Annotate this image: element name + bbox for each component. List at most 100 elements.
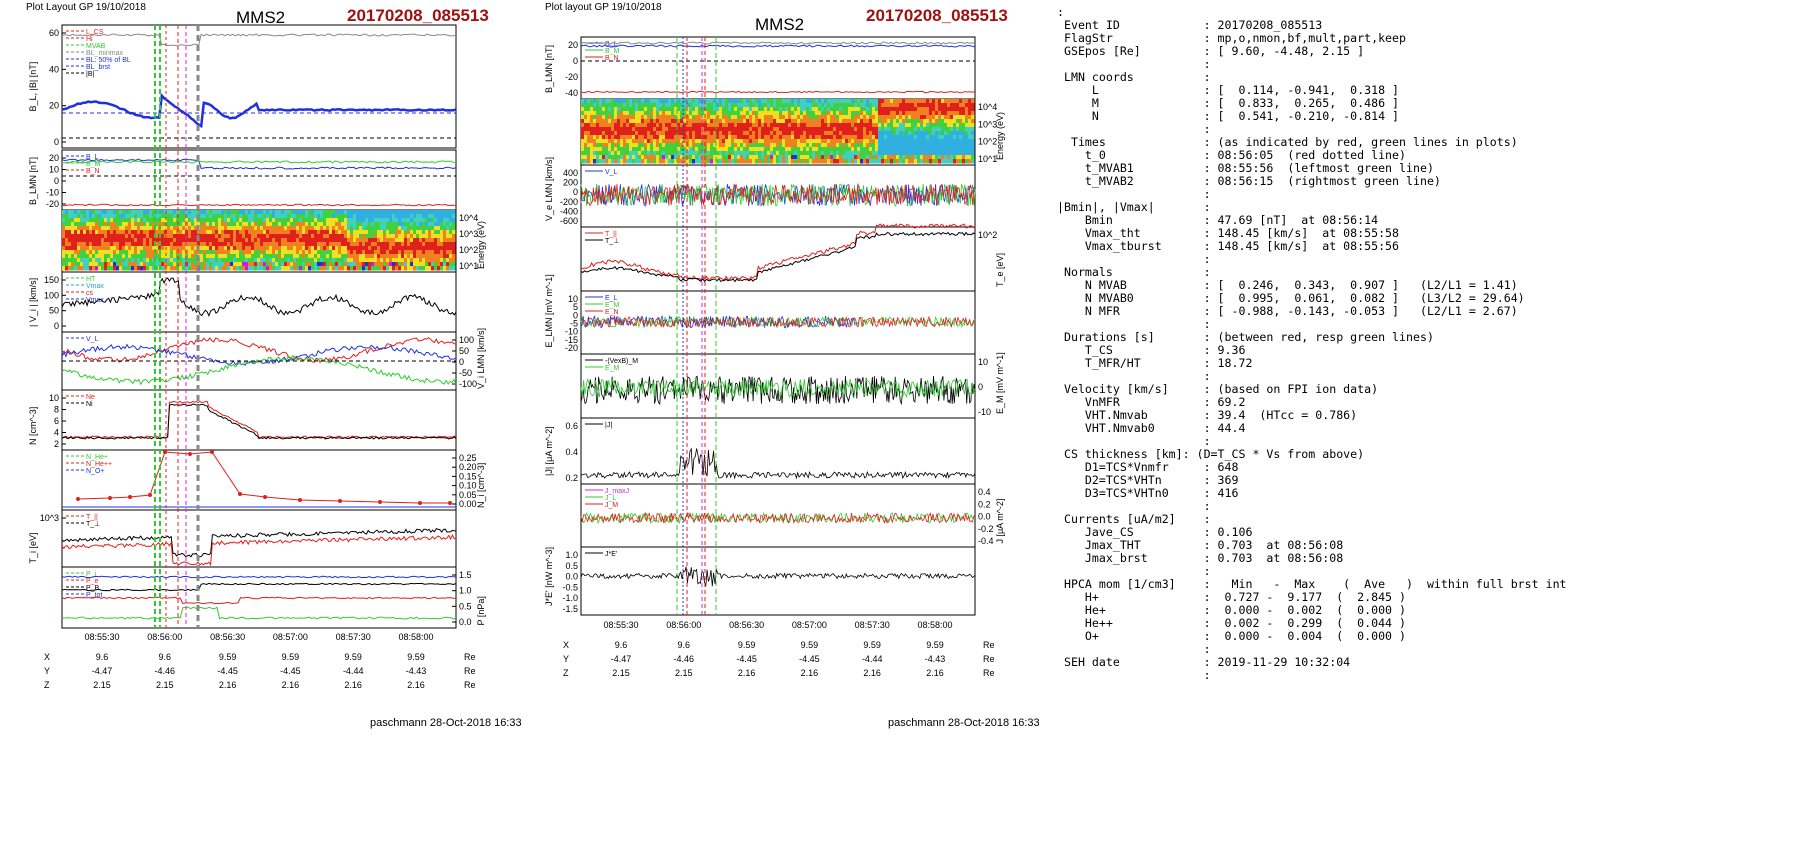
right-axis-label: T_e [eV] [995,253,1005,287]
spectrogram-cell [965,143,969,148]
spectrogram-cell [149,210,153,215]
spectrogram-cell [311,210,315,215]
spectrogram-cell [788,135,792,140]
spectrogram-cell [614,135,618,140]
spectrogram-cell [731,103,735,108]
spectrogram-cell [146,230,150,235]
spectrogram-cell [653,155,657,160]
spectrogram-cell [944,147,948,152]
spectrogram-cell [779,115,783,120]
spectrogram-cell [857,139,861,144]
spectrogram-cell [431,266,435,271]
spectrogram-cell [206,242,210,247]
spectrogram-cell [329,262,333,267]
coordinate-value: 9.6 [678,640,691,650]
spectrogram-cell [845,107,849,112]
spectrogram-cell [917,135,921,140]
spectrogram-cell [665,115,669,120]
spectrogram-cell [875,159,879,164]
spectrogram-cell [290,258,294,263]
spectrogram-cell [851,123,855,128]
spectrogram-cell [398,242,402,247]
spectrogram-cell [434,262,438,267]
spectrogram-cell [452,242,456,247]
spectrogram-cell [665,135,669,140]
spectrogram-cell [755,115,759,120]
spectrogram-cell [647,143,651,148]
spectrogram-cell [848,111,852,116]
left-tick-label: 0.6 [565,421,578,431]
spectrogram-cell [344,246,348,251]
spectrogram-cell [893,107,897,112]
spectrogram-cell [815,107,819,112]
spectrogram-cell [917,147,921,152]
spectrogram-cell [587,147,591,152]
spectrogram-cell [935,155,939,160]
spectrogram-cell [767,147,771,152]
spectrogram-cell [635,123,639,128]
spectrogram-cell [737,135,741,140]
spectrogram-cell [584,135,588,140]
spectrogram-cell [620,119,624,124]
spectrogram-cell [419,250,423,255]
spectrogram-cell [830,103,834,108]
spectrogram-cell [239,226,243,231]
spectrogram-cell [278,250,282,255]
spectrogram-cell [311,258,315,263]
spectrogram-cell [950,155,954,160]
spectrogram-cell [287,250,291,255]
spectrogram-cell [350,214,354,219]
spectrogram-cell [923,103,927,108]
spectrogram-cell [182,266,186,271]
spectrogram-cell [428,250,432,255]
spectrogram-cell [80,230,84,235]
spectrogram-cell [803,131,807,136]
spectrogram-cell [932,139,936,144]
spectrogram-cell [599,143,603,148]
spectrogram-cell [860,127,864,132]
spectrogram-cell [437,250,441,255]
spectrogram-cell [926,139,930,144]
spectrogram-cell [746,155,750,160]
spectrogram-cell [320,246,324,251]
spectrogram-cell [368,242,372,247]
spectrogram-cell [338,250,342,255]
spectrogram-cell [788,143,792,148]
spectrogram-cell [284,258,288,263]
spectrogram-cell [383,214,387,219]
spectrogram-cell [443,222,447,227]
spectrogram-cell [128,222,132,227]
spectrogram-cell [179,258,183,263]
spectrogram-cell [842,143,846,148]
spectrogram-cell [320,214,324,219]
spectrogram-cell [731,155,735,160]
spectrogram-cell [317,238,321,243]
spectrogram-cell [689,151,693,156]
spectrogram-cell [659,135,663,140]
spectrogram-cell [407,254,411,259]
spectrogram-cell [782,99,786,104]
spectrogram-cell [71,222,75,227]
spectrogram-cell [776,111,780,116]
spectrogram-cell [209,226,213,231]
coordinate-value: -4.45 [736,654,757,664]
spectrogram-cell [926,107,930,112]
spectrogram-cell [311,242,315,247]
spectrogram-cell [968,103,972,108]
spectrogram-cell [920,131,924,136]
spectrogram-cell [791,103,795,108]
spectrogram-cell [908,103,912,108]
spectrogram-cell [215,258,219,263]
spectrogram-cell [215,242,219,247]
spectrogram-cell [794,111,798,116]
spectrogram-cell [938,139,942,144]
spectrogram-cell [629,127,633,132]
spectrogram-cell [452,258,456,263]
spectrogram-cell [830,115,834,120]
spectrogram-cell [131,250,135,255]
spectrogram-cell [242,226,246,231]
spectrogram-cell [785,159,789,164]
spectrogram-cell [629,115,633,120]
spectrogram-cell [293,226,297,231]
spectrogram-cell [629,99,633,104]
